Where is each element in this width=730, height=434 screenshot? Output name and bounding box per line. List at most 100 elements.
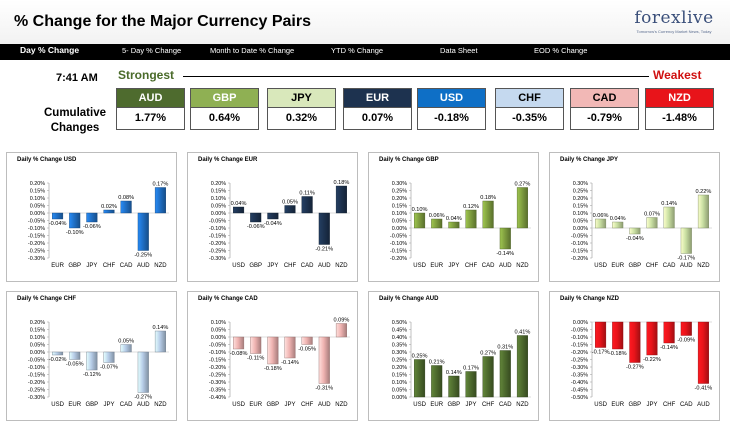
bar-nzd (154, 187, 166, 214)
data-label: -0.02% (49, 357, 67, 363)
y-tick-label: 0.00% (30, 350, 45, 356)
y-tick-label: 0.15% (30, 189, 45, 195)
x-tick-label: USD (232, 263, 245, 269)
tab-5-day-change[interactable]: 5- Day % Change (122, 46, 182, 55)
logo-tagline: Tomorrow's Currency Market News, Today (636, 29, 712, 34)
x-tick-label: USD (594, 263, 607, 269)
bar-usd (595, 321, 607, 348)
data-label: 0.05% (118, 339, 134, 345)
bar-jpy (448, 221, 460, 229)
data-label: 0.08% (118, 195, 134, 201)
data-label: -0.04% (626, 236, 644, 242)
y-tick-label: -0.50% (571, 395, 588, 401)
page-title: % Change for the Major Currency Pairs (14, 13, 311, 30)
bar-gbp (250, 212, 262, 223)
bar-usd (52, 351, 64, 356)
y-tick-label: 0.15% (211, 189, 226, 195)
y-tick-label: -0.05% (209, 343, 226, 349)
y-tick-label: -0.05% (209, 219, 226, 225)
y-tick-label: 0.15% (392, 373, 407, 379)
y-tick-label: 0.35% (392, 343, 407, 349)
x-tick-label: CAD (120, 263, 133, 269)
bar-usd (595, 218, 607, 229)
chart-panel-jpy: Daily % Change JPY 0.30% 0.25% 0.20% 0.15% 0.… (549, 152, 720, 282)
y-tick-label: 0.00% (30, 211, 45, 217)
y-tick-label: -0.20% (28, 241, 45, 247)
y-tick-label: 0.30% (392, 350, 407, 356)
bar-gbp (69, 212, 81, 229)
currency-change-value: 0.64% (190, 108, 259, 130)
bar-nzd (697, 194, 709, 229)
data-label: 0.18% (333, 180, 349, 186)
nav-bar: Day % Change 5- Day % Change Month to Da… (0, 44, 730, 60)
y-tick-label: -0.25% (571, 358, 588, 364)
y-tick-label: 0.30% (573, 181, 588, 187)
x-tick-label: GBP (86, 402, 99, 408)
x-tick-label: JPY (284, 402, 295, 408)
currency-code: NZD (645, 88, 714, 108)
data-label: 0.07% (644, 212, 660, 218)
y-tick-label: -0.20% (209, 365, 226, 371)
bar-jpy (284, 336, 296, 359)
bar-gbp (86, 351, 98, 371)
y-tick-label: 0.15% (30, 328, 45, 334)
y-tick-label: -0.30% (209, 380, 226, 386)
tab-month-to-date-change[interactable]: Month to Date % Change (210, 46, 295, 55)
bar-usd (414, 212, 426, 229)
currency-cell-nzd: NZD -1.48% (645, 88, 714, 130)
tab-ytd-change[interactable]: YTD % Change (331, 46, 384, 55)
data-label: -0.31% (315, 386, 333, 392)
data-label: 0.14% (152, 325, 168, 331)
chart-panel-aud: Daily % Change AUD 0.50% 0.45% 0.40% 0.35% 0.… (368, 291, 539, 421)
x-tick-label: EUR (68, 402, 81, 408)
x-tick-label: GBP (249, 263, 262, 269)
data-label: -0.14% (660, 345, 678, 351)
data-label: 0.06% (429, 213, 445, 219)
time-label: 7:41 AM (56, 72, 98, 84)
y-tick-label: 0.00% (211, 211, 226, 217)
data-label: -0.04% (264, 221, 282, 227)
data-label: -0.18% (609, 351, 627, 357)
tab-data-sheet[interactable]: Data Sheet (440, 46, 478, 55)
bar-chart: 0.30%0.25%0.20%0.15%0.10%0.05%0.00%-0.05… (390, 181, 531, 269)
x-tick-label: USD (413, 263, 426, 269)
data-label: -0.22% (643, 357, 661, 363)
y-tick-label: -0.05% (28, 219, 45, 225)
currency-cell-cad: CAD -0.79% (570, 88, 639, 130)
data-label: -0.18% (264, 366, 282, 372)
tab-eod-change[interactable]: EOD % Change (534, 46, 588, 55)
bar-chart: 0.20%0.15%0.10%0.05%0.00%-0.05%-0.10%-0.… (28, 181, 169, 269)
bar-cad (499, 350, 511, 398)
y-tick-label: -0.15% (28, 373, 45, 379)
y-tick-label: -0.30% (571, 365, 588, 371)
x-tick-label: CHF (482, 402, 495, 408)
bar-nzd (154, 330, 166, 353)
currency-code: GBP (190, 88, 259, 108)
data-label: 0.25% (412, 354, 428, 360)
data-label: 0.11% (299, 191, 314, 197)
y-tick-label: 0.05% (211, 204, 226, 210)
data-label: -0.10% (66, 230, 84, 236)
bar-eur (250, 336, 262, 354)
data-label: 0.18% (480, 195, 496, 201)
data-label: -0.25% (134, 253, 152, 259)
y-tick-label: 0.10% (392, 380, 407, 386)
chart-title: Daily % Change AUD (379, 296, 439, 302)
y-tick-label: 0.00% (211, 335, 226, 341)
y-tick-label: -0.20% (390, 256, 407, 262)
bar-aud (499, 227, 511, 250)
chart-title: Daily % Change EUR (198, 157, 258, 163)
x-tick-label: EUR (430, 263, 443, 269)
cumulative-label-line2: Changes (50, 122, 100, 134)
x-tick-label: NZD (516, 263, 529, 269)
y-tick-label: 0.10% (30, 196, 45, 202)
currency-cell-gbp: GBP 0.64% (190, 88, 259, 130)
currency-cell-usd: USD -0.18% (417, 88, 486, 130)
tab-day-change[interactable]: Day % Change (20, 45, 80, 55)
bar-jpy (646, 321, 658, 356)
y-tick-label: 0.30% (392, 181, 407, 187)
y-tick-label: 0.25% (392, 189, 407, 195)
x-tick-label: USD (594, 402, 607, 408)
y-tick-label: 0.20% (30, 320, 45, 326)
data-label: 0.21% (429, 360, 445, 366)
